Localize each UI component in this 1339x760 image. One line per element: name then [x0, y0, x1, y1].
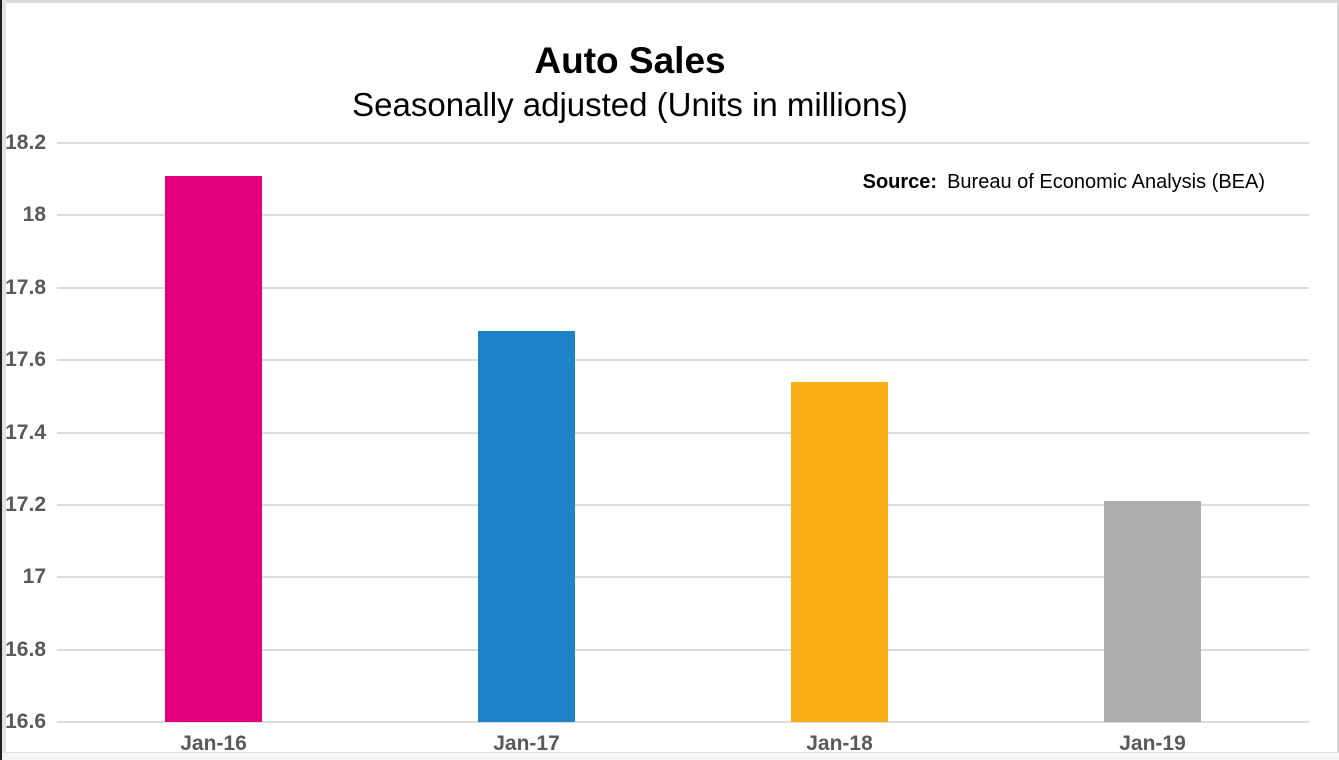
y-tick-label: 18.2 — [5, 131, 46, 154]
x-tick-label: Jan-18 — [806, 732, 873, 755]
y-tick-label: 17.4 — [5, 420, 46, 444]
chart-subtitle: Seasonally adjusted (Units in millions) — [352, 86, 908, 123]
bar — [165, 175, 262, 722]
gridline — [57, 648, 1309, 651]
gridline — [57, 142, 1309, 144]
x-tick-label: Jan-19 — [1119, 732, 1186, 755]
gridline — [57, 721, 1309, 723]
x-tick-label: Jan-17 — [493, 732, 560, 755]
gridline — [57, 503, 1309, 506]
gridline — [57, 286, 1309, 289]
bar — [478, 331, 575, 722]
y-tick-label: 17 — [22, 565, 46, 589]
y-tick-label: 17.6 — [5, 348, 46, 372]
window-bottom-edge — [2, 752, 1339, 753]
bar — [791, 381, 888, 722]
window-left-edge — [0, 0, 2, 760]
y-tick-label: 18 — [22, 203, 46, 227]
gridline — [57, 576, 1309, 579]
y-tick-label: 16.6 — [5, 710, 46, 733]
gridline — [57, 214, 1309, 217]
window-right-edge — [1337, 0, 1339, 760]
gridline — [57, 359, 1309, 362]
source-label: Source: — [862, 171, 938, 193]
bar — [1104, 501, 1201, 722]
y-tick-label: 17.8 — [5, 275, 46, 299]
source-text: Bureau of Economic Analysis (BEA) — [947, 171, 1265, 193]
window-top-edge — [0, 0, 1339, 3]
x-tick-label: Jan-16 — [180, 732, 247, 755]
gridline — [57, 431, 1309, 434]
window-left-edge-highlight — [2, 0, 6, 760]
chart-title: Auto Sales — [534, 40, 726, 81]
y-tick-label: 16.8 — [5, 637, 46, 661]
source-note: Source: Bureau of Economic Analysis (BEA) — [863, 171, 1265, 194]
window-bottom-strip — [2, 753, 1339, 760]
y-tick-label: 17.2 — [5, 492, 46, 516]
